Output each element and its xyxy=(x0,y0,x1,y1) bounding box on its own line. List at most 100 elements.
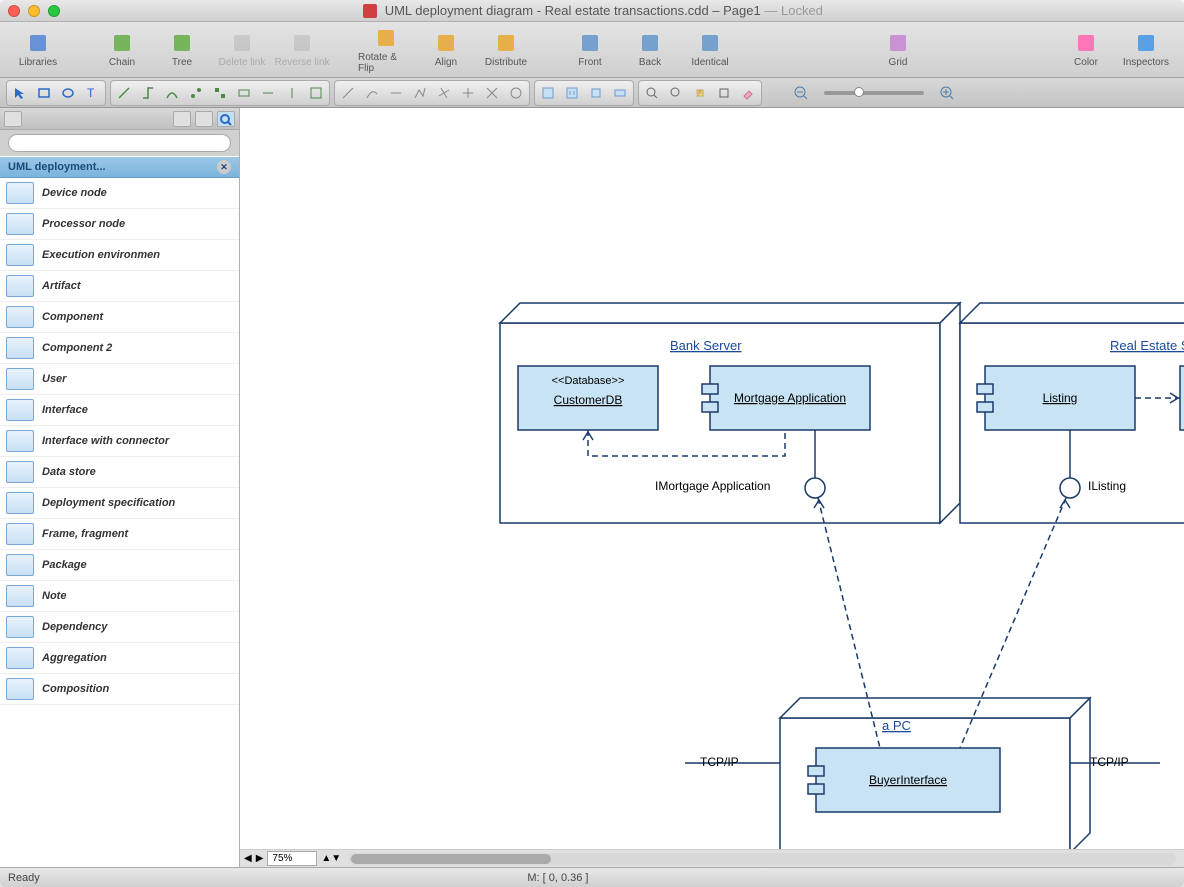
node-title: Real Estate Server xyxy=(1110,338,1184,353)
zoom-window-button[interactable] xyxy=(48,5,60,17)
rect-tool[interactable] xyxy=(33,83,55,103)
hand-tool[interactable] xyxy=(689,83,711,103)
main-toolbar: Libraries Chain Tree Delete linkReverse lin… xyxy=(0,22,1184,78)
zoom-stepper[interactable]: ▲▼ xyxy=(321,853,341,864)
shape-library-item[interactable]: Dependency xyxy=(0,612,239,643)
line-4[interactable] xyxy=(409,83,431,103)
shape-item-label: Artifact xyxy=(42,280,81,292)
shape-library-item[interactable]: Artifact xyxy=(0,271,239,302)
shape-library-item[interactable]: Composition xyxy=(0,674,239,705)
window-title: UML deployment diagram - Real estate tra… xyxy=(60,3,1126,19)
line-3[interactable] xyxy=(385,83,407,103)
grid-button[interactable]: Grid xyxy=(870,26,926,74)
identical-button[interactable]: Identical xyxy=(682,26,738,74)
zoom-slider[interactable] xyxy=(824,91,924,95)
shape-library-item[interactable]: Interface with connector xyxy=(0,426,239,457)
connector-6[interactable] xyxy=(233,83,255,103)
connector-1[interactable] xyxy=(113,83,135,103)
uml-component: BuyerInterface xyxy=(808,748,1000,812)
shape-library-item[interactable]: Frame, fragment xyxy=(0,519,239,550)
connector-8[interactable] xyxy=(281,83,303,103)
sidebar-close-icon[interactable]: ✕ xyxy=(217,160,231,174)
distribute-button[interactable]: Distribute xyxy=(478,26,534,74)
connector-4[interactable] xyxy=(185,83,207,103)
front-button[interactable]: Front xyxy=(562,26,618,74)
component-label: Listing xyxy=(1043,391,1078,405)
page-nav-prev[interactable]: ◀ xyxy=(244,853,252,864)
align-button[interactable]: Align xyxy=(418,26,474,74)
shape-library-item[interactable]: Execution environmen xyxy=(0,240,239,271)
shape-library-item[interactable]: User xyxy=(0,364,239,395)
grid-icon xyxy=(886,31,910,55)
zoom-level-input[interactable]: 75% xyxy=(267,851,317,866)
diagram-canvas[interactable]: Bank ServerReal Estate Servera PC<<Datab… xyxy=(240,108,1184,867)
rotate-button[interactable]: Rotate & Flip xyxy=(358,26,414,74)
shape-1[interactable] xyxy=(537,83,559,103)
shape-library-item[interactable]: Data store xyxy=(0,457,239,488)
shape-tools xyxy=(534,80,634,106)
text-tool[interactable]: T xyxy=(81,83,103,103)
crop-tool[interactable] xyxy=(713,83,735,103)
minimize-window-button[interactable] xyxy=(28,5,40,17)
delete-link-button[interactable]: Delete link xyxy=(214,26,270,74)
shape-library-item[interactable]: Package xyxy=(0,550,239,581)
shape-library-item[interactable]: Aggregation xyxy=(0,643,239,674)
color-button[interactable]: Color xyxy=(1058,26,1114,74)
sidebar-search-input[interactable] xyxy=(8,134,231,152)
sidebar-tab-2[interactable] xyxy=(173,111,191,127)
line-7[interactable] xyxy=(481,83,503,103)
shape-library-item[interactable]: Component 2 xyxy=(0,333,239,364)
sidebar-library-header[interactable]: UML deployment... ✕ xyxy=(0,156,239,178)
close-window-button[interactable] xyxy=(8,5,20,17)
nav-tools xyxy=(638,80,762,106)
line-2[interactable] xyxy=(361,83,383,103)
page-nav-next[interactable]: ▶ xyxy=(256,853,264,864)
shape-library-list: Device nodeProcessor nodeExecution envir… xyxy=(0,178,239,867)
shape-item-label: Package xyxy=(42,559,87,571)
zoom-in-button[interactable] xyxy=(936,83,958,103)
sidebar-tab-search[interactable] xyxy=(217,111,235,127)
back-button[interactable]: Back xyxy=(622,26,678,74)
shape-library-item[interactable]: Deployment specification xyxy=(0,488,239,519)
pointer-tool[interactable] xyxy=(9,83,31,103)
connector-7[interactable] xyxy=(257,83,279,103)
connector-3[interactable] xyxy=(161,83,183,103)
shape-library-item[interactable]: Interface xyxy=(0,395,239,426)
reverse-link-icon xyxy=(290,31,314,55)
toolbar-label: Tree xyxy=(172,57,192,68)
zoom-fit[interactable] xyxy=(665,83,687,103)
line-6[interactable] xyxy=(457,83,479,103)
sidebar-tab-1[interactable] xyxy=(4,111,22,127)
line-8[interactable] xyxy=(505,83,527,103)
horizontal-scrollbar[interactable] xyxy=(349,853,1176,865)
libraries-button[interactable]: Libraries xyxy=(10,26,66,74)
ellipse-tool[interactable] xyxy=(57,83,79,103)
shape-2[interactable] xyxy=(561,83,583,103)
shape-preview-icon xyxy=(6,616,34,638)
connector-9[interactable] xyxy=(305,83,327,103)
shape-preview-icon xyxy=(6,368,34,390)
shape-4[interactable] xyxy=(609,83,631,103)
connector-2[interactable] xyxy=(137,83,159,103)
zoom-actual[interactable] xyxy=(641,83,663,103)
line-1[interactable] xyxy=(337,83,359,103)
shape-library-item[interactable]: Device node xyxy=(0,178,239,209)
shape-preview-icon xyxy=(6,430,34,452)
connector-5[interactable] xyxy=(209,83,231,103)
inspectors-button[interactable]: Inspectors xyxy=(1118,26,1174,74)
canvas-area: Bank ServerReal Estate Servera PC<<Datab… xyxy=(240,108,1184,867)
zoom-out-button[interactable] xyxy=(790,83,812,103)
shape-library-item[interactable]: Note xyxy=(0,581,239,612)
sidebar-tab-3[interactable] xyxy=(195,111,213,127)
reverse-link-button[interactable]: Reverse link xyxy=(274,26,330,74)
line-5[interactable] xyxy=(433,83,455,103)
shape-library-item[interactable]: Component xyxy=(0,302,239,333)
chain-button[interactable]: Chain xyxy=(94,26,150,74)
shape-preview-icon xyxy=(6,554,34,576)
shape-preview-icon xyxy=(6,461,34,483)
tree-button[interactable]: Tree xyxy=(154,26,210,74)
eraser-tool[interactable] xyxy=(737,83,759,103)
shape-preview-icon xyxy=(6,492,34,514)
shape-3[interactable] xyxy=(585,83,607,103)
shape-library-item[interactable]: Processor node xyxy=(0,209,239,240)
